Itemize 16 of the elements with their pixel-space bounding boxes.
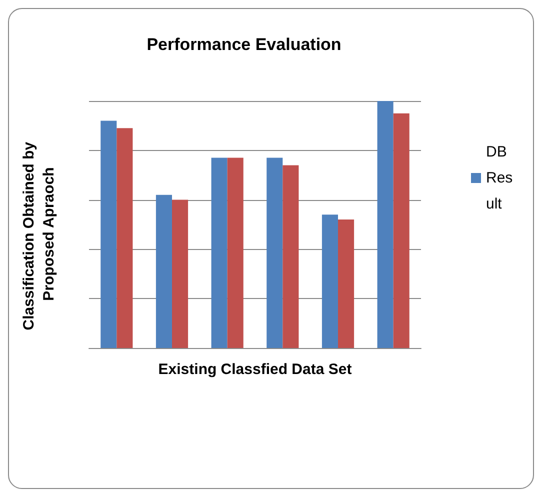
- bar: [227, 158, 244, 348]
- x-axis-title: Existing Classfied Data Set: [158, 361, 352, 378]
- y-axis-title: Classification Obtained by Proposed Apraoch: [20, 138, 58, 330]
- bar: [338, 220, 354, 348]
- bar: [377, 101, 394, 348]
- bar: [393, 113, 410, 348]
- bar: [100, 120, 117, 348]
- legend-label: DB Result: [486, 144, 513, 212]
- bar: [116, 128, 133, 348]
- bar: [282, 165, 299, 348]
- bar: [156, 194, 172, 348]
- bar: [322, 214, 338, 348]
- bar: [211, 158, 228, 348]
- bar: [266, 158, 283, 348]
- bar: [172, 200, 188, 348]
- chart-title: Performance Evaluation: [146, 35, 342, 54]
